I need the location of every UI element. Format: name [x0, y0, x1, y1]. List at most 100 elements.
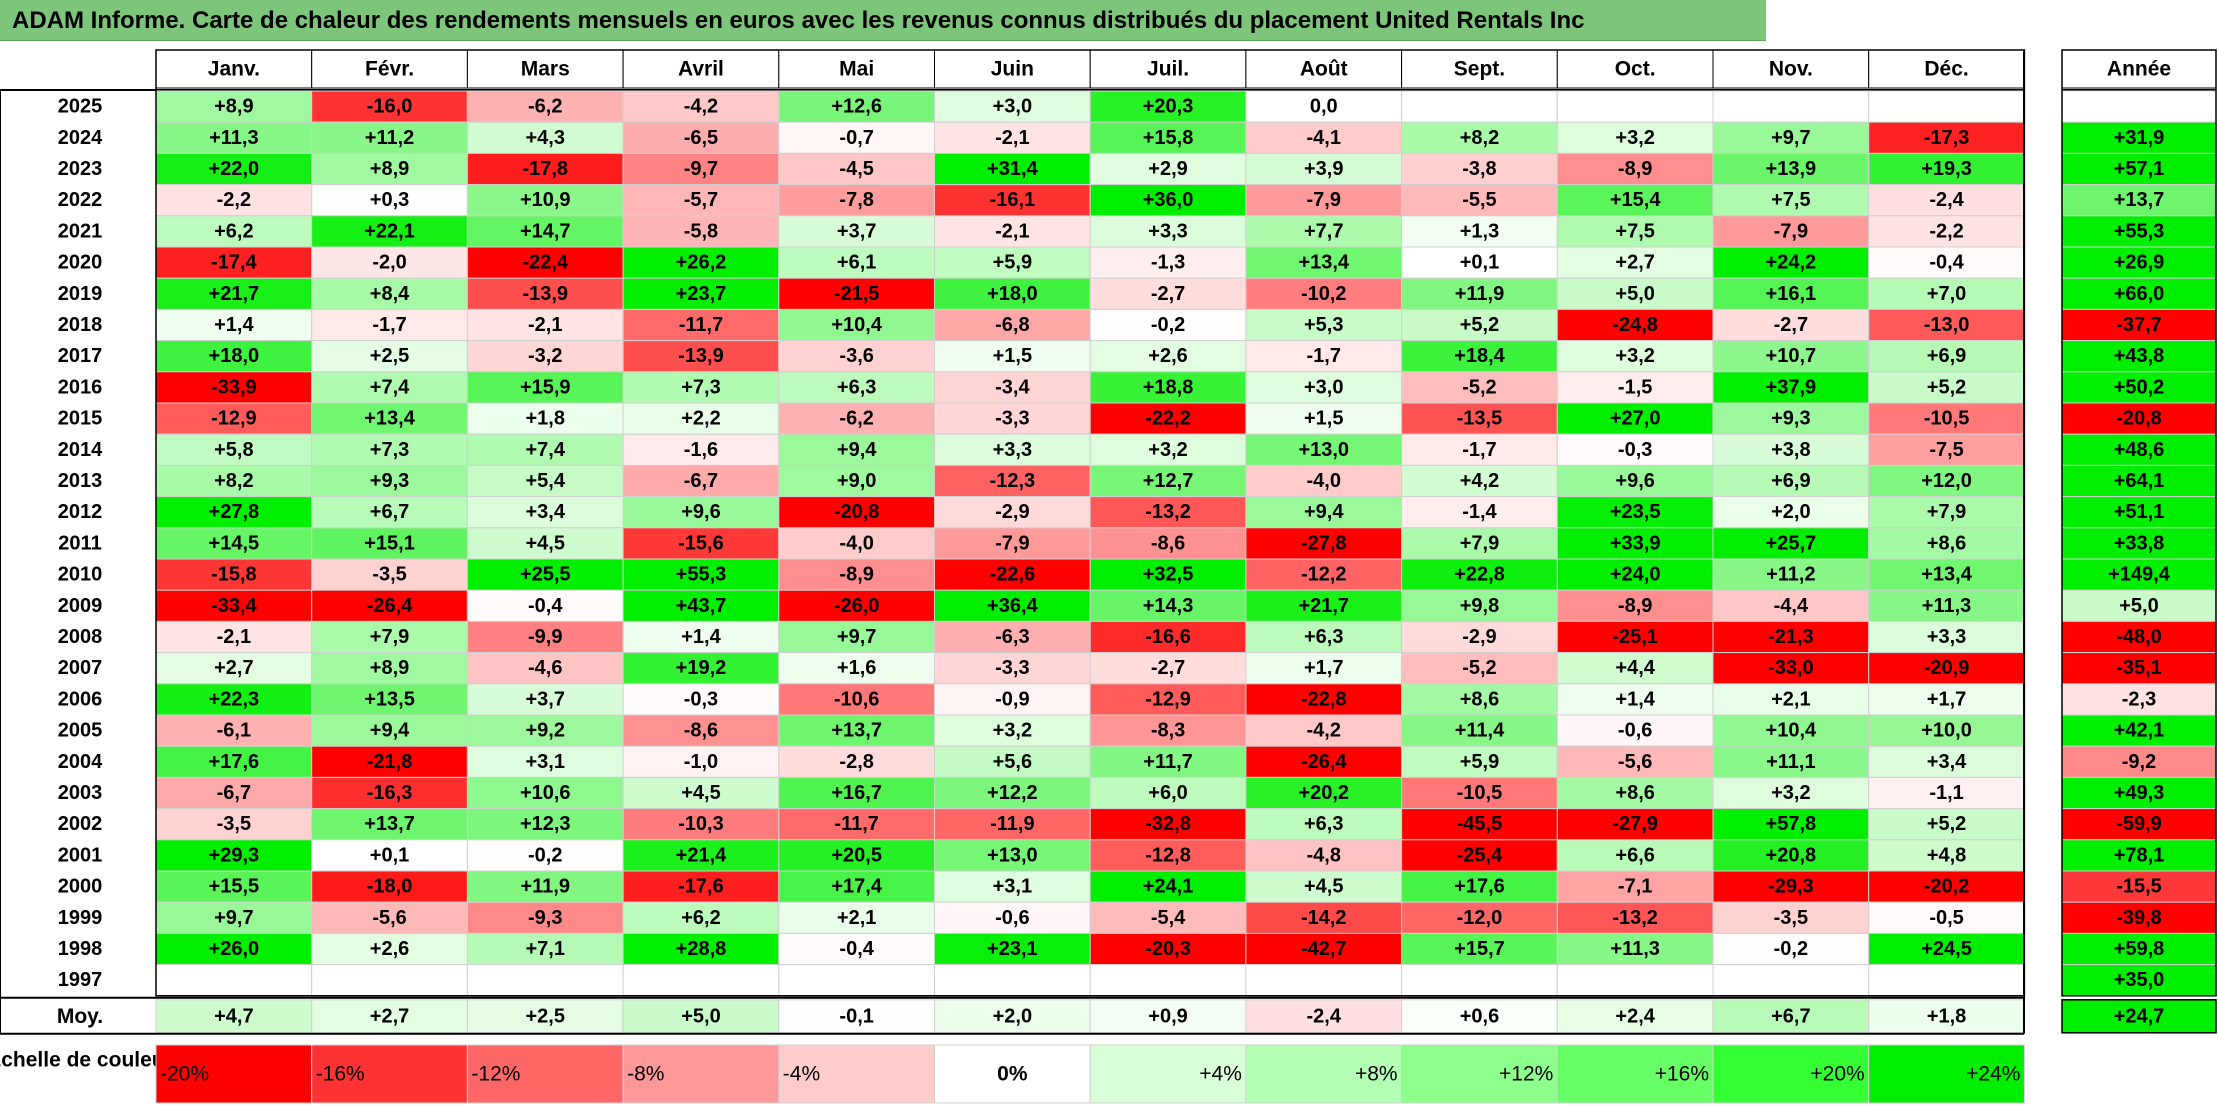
- annual-value: +26,9: [2114, 252, 2165, 274]
- heatmap-cell: [1868, 964, 2025, 997]
- heatmap-cell: [1401, 308, 1558, 342]
- cell-value: -11,7: [834, 813, 878, 835]
- row-label: 2023: [58, 158, 103, 180]
- cell-value: -1,1: [1929, 782, 1963, 804]
- cell-value: -13,2: [1612, 907, 1658, 929]
- cell-value: -3,5: [1774, 907, 1808, 929]
- heatmap-cell: [1089, 870, 1247, 903]
- annual-value: +59,8: [2114, 938, 2165, 960]
- scale-swatch: [1556, 1044, 1714, 1104]
- cell-value: -16,0: [367, 96, 413, 118]
- average-value: +4,7: [214, 1005, 253, 1027]
- heatmap-cell: [1556, 121, 1714, 154]
- cell-value: +5,9: [993, 252, 1032, 274]
- heatmap-cell: [778, 90, 935, 123]
- heatmap-cell: [1089, 371, 1247, 404]
- heatmap-cell: [1868, 371, 2025, 404]
- cell-value: +10,0: [1921, 720, 1972, 742]
- annual-cell: [2061, 808, 2217, 841]
- column-header: Juil.: [1147, 58, 1189, 81]
- heatmap-cell: [1401, 901, 1558, 934]
- cell-value: +5,0: [1615, 283, 1654, 305]
- cell-value: +6,9: [1771, 470, 1810, 492]
- cell-value: -10,6: [834, 688, 880, 710]
- row-label: 2002: [58, 813, 103, 835]
- cell-value: +22,8: [1454, 564, 1505, 586]
- cell-value: +1,5: [1304, 408, 1343, 430]
- cell-value: +18,8: [1143, 376, 1194, 398]
- cell-value: +10,4: [1766, 720, 1817, 742]
- heatmap-cell: [1868, 433, 2025, 466]
- cell-value: +6,2: [214, 220, 253, 242]
- cell-value: +7,9: [1460, 532, 1499, 554]
- row-label: 2012: [58, 501, 103, 523]
- cell-value: -0,2: [1151, 314, 1185, 336]
- cell-value: +26,0: [209, 938, 260, 960]
- annual-cell: [2061, 433, 2217, 466]
- column-header: Déc.: [1924, 58, 1968, 81]
- heatmap-cell: [1089, 558, 1247, 591]
- heatmap-cell: [155, 964, 313, 997]
- heatmap-cell: [1089, 402, 1247, 435]
- annual-cell: [2061, 308, 2217, 342]
- row-label: 2007: [58, 657, 103, 679]
- cell-value: +15,8: [1143, 127, 1194, 149]
- heatmap-cell: [1556, 246, 1714, 279]
- cell-value: +11,2: [1766, 564, 1816, 586]
- average-annual-value: +24,7: [2114, 1005, 2165, 1027]
- scale-swatch: [622, 1044, 780, 1104]
- heatmap-cell: [778, 152, 935, 186]
- heatmap-cell: [155, 246, 313, 279]
- heatmap-cell: [1712, 839, 1870, 872]
- cell-value: +13,7: [364, 813, 415, 835]
- heatmap-cell: [1401, 371, 1558, 404]
- cell-value: -4,0: [839, 532, 873, 554]
- heatmap-cell: [1401, 652, 1558, 685]
- cell-value: +8,9: [214, 96, 253, 118]
- cell-value: +2,1: [1771, 688, 1810, 710]
- column-header: Mars: [521, 58, 570, 81]
- cell-value: +21,7: [1298, 595, 1349, 617]
- heatmap-cell: [466, 371, 624, 404]
- cell-value: +21,4: [676, 844, 727, 866]
- heatmap-cell: [1712, 246, 1870, 279]
- annual-value: +13,7: [2114, 189, 2165, 211]
- cell-value: +14,3: [1143, 595, 1194, 617]
- cell-value: +10,7: [1766, 345, 1817, 367]
- row-label: 1997: [58, 969, 103, 991]
- cell-value: +2,9: [1148, 158, 1187, 180]
- header-cell: [1245, 49, 1403, 89]
- heatmap-cell: [155, 714, 313, 747]
- cell-value: -10,3: [678, 813, 724, 835]
- annual-cell: [2061, 745, 2217, 778]
- heatmap-cell: [934, 340, 1091, 373]
- cell-value: -6,2: [528, 96, 562, 118]
- cell-value: -3,8: [1462, 158, 1496, 180]
- cell-value: +13,4: [1298, 252, 1349, 274]
- heatmap-cell: [1868, 215, 2025, 248]
- heatmap-cell: [311, 870, 468, 903]
- cell-value: +9,4: [837, 439, 877, 461]
- cell-value: -0,9: [995, 688, 1029, 710]
- cell-value: +57,8: [1766, 813, 1817, 835]
- row-label: 1999: [58, 907, 103, 929]
- row-label: 2016: [58, 376, 103, 398]
- cell-value: +6,9: [1927, 345, 1966, 367]
- header-cell: [1089, 49, 1247, 89]
- heatmap-cell: [1401, 277, 1558, 310]
- heatmap-cell: [1556, 371, 1714, 404]
- heatmap-cell: [778, 277, 935, 310]
- cell-value: +5,4: [526, 470, 566, 492]
- heatmap-cell: [155, 433, 313, 466]
- cell-value: 0,0: [1310, 96, 1338, 118]
- cell-value: +14,5: [209, 532, 260, 554]
- column-header: Oct.: [1615, 58, 1656, 81]
- cell-value: -0,6: [1618, 720, 1652, 742]
- heatmap-cell: [1401, 932, 1558, 966]
- cell-value: -29,3: [1768, 876, 1814, 898]
- heatmap-cell: [311, 776, 468, 810]
- cell-value: -15,8: [211, 564, 257, 586]
- cell-value: +15,1: [364, 532, 415, 554]
- cell-value: -13,9: [522, 283, 568, 305]
- heatmap-cell: [1089, 340, 1247, 373]
